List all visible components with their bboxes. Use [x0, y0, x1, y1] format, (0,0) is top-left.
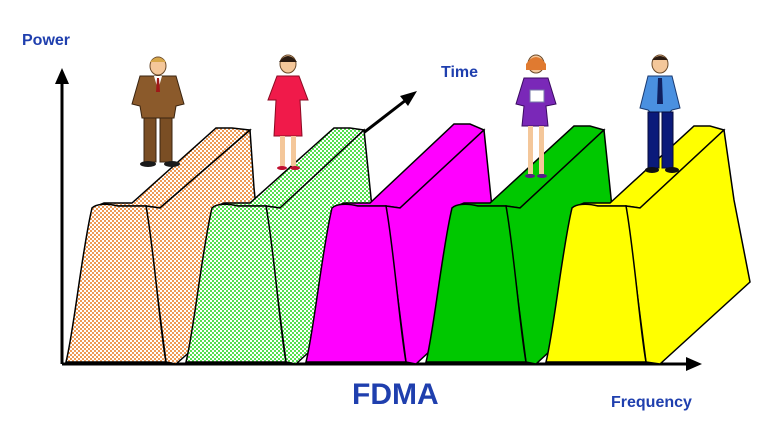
woman-purple-outfit-icon	[515, 54, 557, 178]
power-axis-arrow-icon	[55, 68, 69, 84]
channel-1-front	[65, 203, 167, 363]
power-axis-label: Power	[22, 32, 71, 49]
frequency-axis-arrow-icon	[686, 357, 702, 371]
man-blue-shirt-icon	[639, 54, 681, 173]
channel-5-side	[625, 128, 751, 365]
people	[131, 54, 681, 178]
time-axis	[361, 98, 407, 136]
time-axis-label: Time	[441, 64, 479, 81]
channel-5-front	[545, 203, 647, 363]
channel-4-front	[425, 203, 527, 363]
channel-slabs	[65, 123, 751, 365]
channel-5-slab	[545, 125, 751, 365]
axes	[55, 68, 702, 371]
channel-3-front	[305, 203, 407, 363]
time-axis-arrow-icon	[400, 91, 417, 106]
channel-2-front	[185, 203, 287, 363]
woman-red-dress-icon	[267, 54, 309, 170]
frequency-axis-label: Frequency	[611, 394, 692, 411]
man-brown-suit-icon	[131, 56, 185, 167]
diagram-title: FDMA	[352, 378, 439, 411]
